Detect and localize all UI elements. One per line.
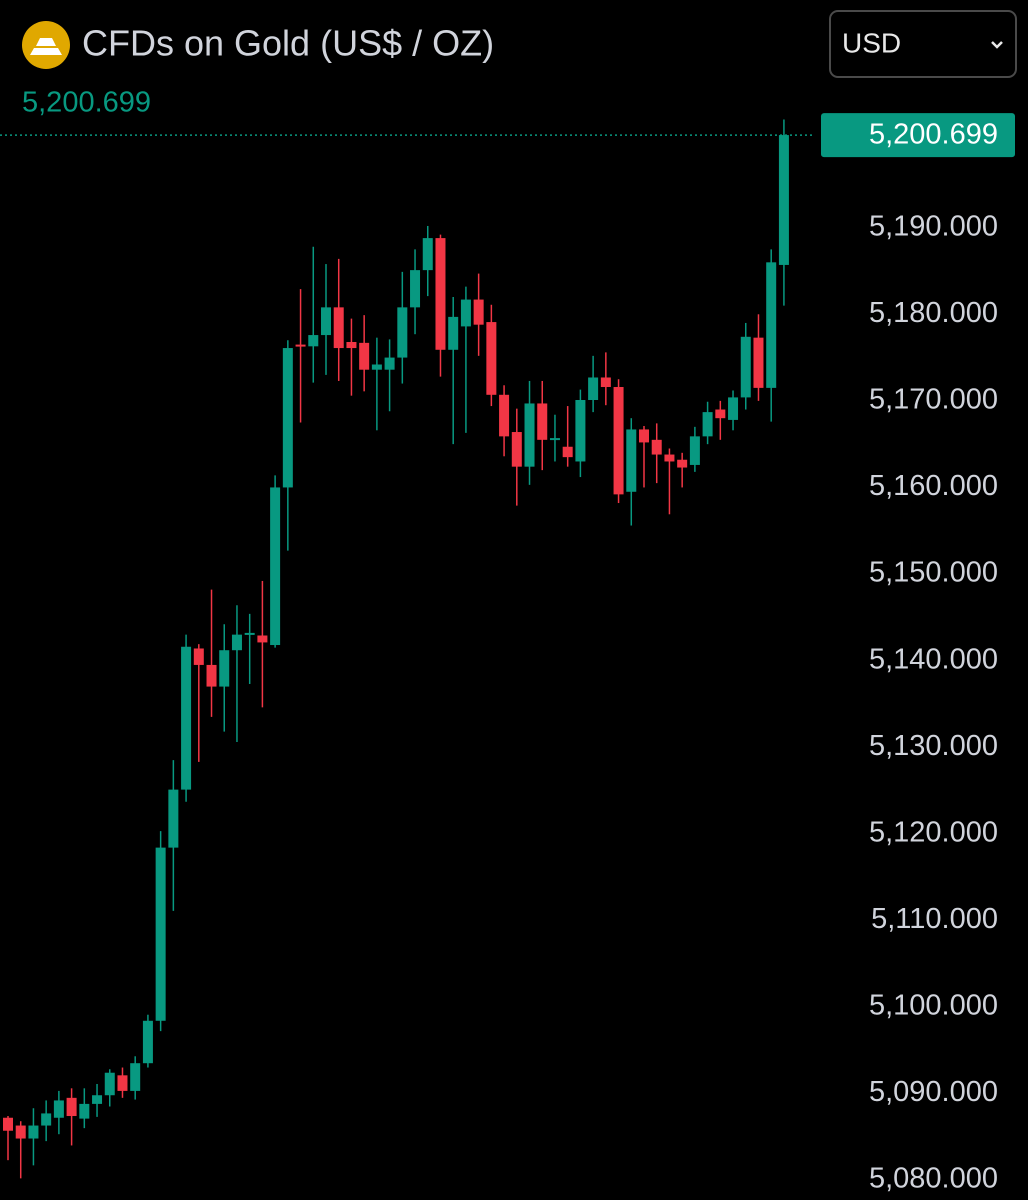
candle-body — [15, 1125, 26, 1139]
candle-body — [359, 342, 370, 370]
candle-body — [702, 412, 713, 437]
candle-body — [753, 337, 764, 388]
candle-body — [270, 487, 281, 646]
candle-body — [104, 1072, 115, 1096]
candle-body — [257, 635, 268, 643]
y-tick-label: 5,110.000 — [871, 903, 998, 935]
dropdown-box[interactable] — [829, 10, 1017, 78]
candle-body — [728, 397, 739, 420]
y-tick-label: 5,140.000 — [869, 643, 998, 675]
candle-body — [473, 299, 484, 325]
last-price-label: 5,200.699 — [869, 119, 998, 151]
candle-body — [155, 847, 166, 1021]
candle-body — [651, 439, 662, 455]
y-tick-label: 5,130.000 — [869, 730, 998, 762]
candle-body — [308, 335, 319, 347]
candle-body — [677, 459, 688, 468]
y-tick-label: 5,170.000 — [869, 384, 998, 416]
candle-body — [397, 307, 408, 358]
candle-body — [384, 357, 395, 370]
candle-body — [53, 1100, 64, 1118]
candle-body — [613, 387, 624, 495]
candle-body — [3, 1117, 13, 1131]
candle-body — [740, 336, 751, 398]
header-price: 5,200.699 — [22, 87, 151, 119]
candle-body — [422, 238, 433, 271]
candle-body — [575, 400, 586, 462]
candle-body — [499, 394, 510, 437]
candle-body — [588, 377, 599, 400]
y-tick-label: 5,150.000 — [869, 557, 998, 589]
candle-body — [448, 316, 459, 350]
candle-body — [181, 646, 192, 790]
candle-body — [130, 1063, 141, 1091]
chevron[interactable] — [991, 41, 1003, 49]
instrument-title: CFDs on Gold (US$ / OZ) — [82, 23, 494, 64]
y-tick-label: 5,080.000 — [869, 1163, 998, 1195]
candle-body — [766, 262, 777, 388]
y-tick-label: 5,180.000 — [869, 297, 998, 329]
candle-body — [66, 1097, 77, 1117]
candle-body — [664, 454, 675, 462]
y-tick-label: 5,190.000 — [869, 210, 998, 242]
candle-body — [295, 344, 306, 347]
candle-body — [524, 403, 535, 467]
candle-body — [371, 364, 382, 370]
candle-body — [715, 409, 726, 419]
candle-body — [92, 1095, 103, 1104]
candle-body — [600, 377, 611, 388]
candle-body — [206, 664, 217, 687]
y-tick-label: 5,160.000 — [869, 470, 998, 502]
candle-body — [244, 632, 255, 635]
candle-body — [435, 238, 446, 350]
candle-body — [79, 1103, 90, 1119]
candle-body — [778, 135, 789, 265]
candle-body — [346, 341, 357, 349]
candle-body — [537, 403, 548, 440]
currency-dropdown[interactable]: USD — [829, 10, 1017, 78]
candle-body — [410, 270, 421, 308]
candle-body — [219, 650, 230, 687]
candle-body — [231, 634, 242, 651]
y-tick-label: 5,100.000 — [869, 990, 998, 1022]
candle-body — [282, 348, 293, 488]
candle-body — [168, 789, 179, 848]
candle-body — [321, 307, 331, 336]
candle-body — [562, 446, 573, 458]
candle-body — [117, 1075, 128, 1091]
candle-body — [639, 429, 649, 443]
last-price-badge — [821, 113, 1015, 158]
candle-body — [142, 1020, 153, 1064]
candle-body — [689, 436, 700, 465]
candle-body — [41, 1113, 52, 1126]
candle-body — [486, 322, 497, 395]
candle-body — [460, 299, 471, 327]
candle-body — [549, 438, 560, 441]
candle-body — [28, 1125, 39, 1139]
y-tick-label: 5,090.000 — [869, 1076, 998, 1108]
y-tick-label: 5,120.000 — [869, 816, 998, 848]
candle-body — [193, 648, 204, 665]
candle-body — [333, 307, 344, 349]
candle-body — [626, 429, 637, 492]
gold-icon — [22, 21, 70, 69]
dropdown-label[interactable]: USD — [842, 27, 901, 58]
candle-body — [511, 432, 522, 467]
